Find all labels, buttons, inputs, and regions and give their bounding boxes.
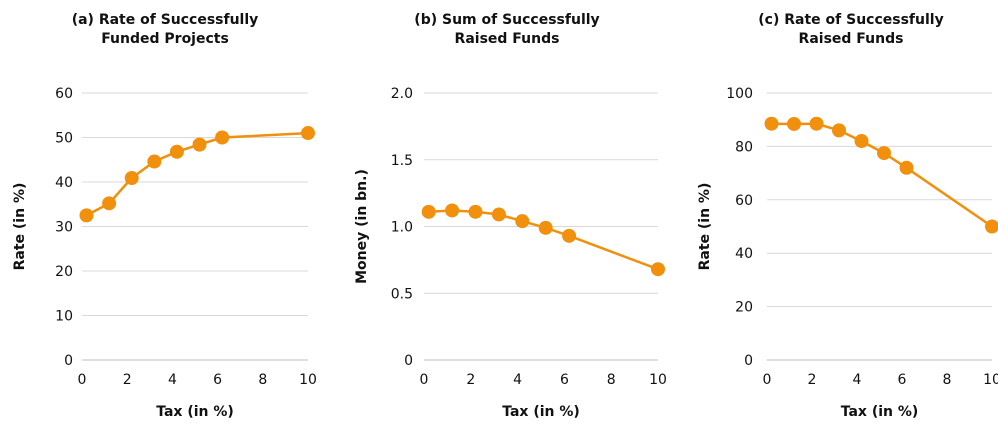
x-tick-label: 8 xyxy=(258,372,267,388)
x-tick-label: 2 xyxy=(466,372,475,388)
y-tick-label: 1.5 xyxy=(391,153,413,169)
data-point xyxy=(515,214,530,229)
x-axis-label: Tax (in %) xyxy=(156,404,234,420)
y-tick-label: 1.0 xyxy=(391,220,413,236)
data-point xyxy=(124,170,139,185)
x-tick-label: 6 xyxy=(213,372,222,388)
x-tick-label: 0 xyxy=(78,372,87,388)
chart-title-line: Funded Projects xyxy=(101,31,229,47)
x-tick-label: 10 xyxy=(649,372,667,388)
data-point xyxy=(301,126,315,141)
y-tick-label: 50 xyxy=(55,131,73,147)
data-point xyxy=(468,204,483,219)
data-point xyxy=(102,196,117,211)
x-axis-label: Tax (in %) xyxy=(841,404,919,420)
series-line xyxy=(428,209,659,271)
y-tick-label: 0 xyxy=(744,353,753,369)
data-point xyxy=(985,219,998,234)
y-tick-label: 30 xyxy=(55,220,73,236)
x-axis-label: Tax (in %) xyxy=(502,404,580,420)
y-tick-label: 100 xyxy=(726,86,753,102)
chart-title-line: Raised Funds xyxy=(455,31,560,47)
data-point xyxy=(147,154,162,169)
y-tick-label: 0 xyxy=(64,353,73,369)
data-point xyxy=(764,116,779,131)
x-tick-label: 8 xyxy=(607,372,616,388)
data-point xyxy=(562,228,577,243)
data-point xyxy=(192,137,207,152)
data-point xyxy=(421,204,436,219)
y-tick-label: 2.0 xyxy=(391,86,413,102)
y-tick-label: 20 xyxy=(55,264,73,280)
chart-title-line: (c) Rate of Successfully xyxy=(758,12,943,28)
x-tick-label: 4 xyxy=(853,372,862,388)
data-point xyxy=(651,262,665,277)
y-axis-label: Money (in bn.) xyxy=(354,169,370,284)
x-tick-label: 0 xyxy=(420,372,429,388)
data-point xyxy=(832,123,846,138)
y-axis-label: Rate (in %) xyxy=(12,183,28,271)
data-point xyxy=(854,134,869,149)
chart-title-line: (a) Rate of Successfully xyxy=(72,12,259,28)
x-tick-label: 10 xyxy=(299,372,317,388)
chart-title-line: (b) Sum of Successfully xyxy=(414,12,599,28)
x-tick-label: 0 xyxy=(763,372,772,388)
data-point xyxy=(538,220,553,235)
y-tick-label: 40 xyxy=(735,246,753,262)
y-tick-label: 40 xyxy=(55,175,73,191)
x-tick-label: 4 xyxy=(513,372,522,388)
y-axis-label: Rate (in %) xyxy=(697,183,713,271)
chart-1: (b) Sum of Successfully Raised Funds 0 0.5 1… xyxy=(354,12,667,420)
data-point xyxy=(215,130,230,145)
y-tick-label: 0 xyxy=(404,353,413,369)
x-tick-label: 6 xyxy=(560,372,569,388)
y-tick-label: 20 xyxy=(735,300,753,316)
x-tick-label: 2 xyxy=(123,372,132,388)
data-point xyxy=(809,116,824,131)
x-tick-label: 8 xyxy=(943,372,952,388)
chart-title-line: Raised Funds xyxy=(799,31,904,47)
series-line xyxy=(771,122,993,228)
x-tick-label: 10 xyxy=(983,372,998,388)
y-tick-label: 80 xyxy=(735,139,753,155)
chart-0: (a) Rate of Successfully Funded Projects 0… xyxy=(12,12,317,420)
data-point xyxy=(79,208,94,223)
data-point xyxy=(169,144,184,159)
data-point xyxy=(877,146,891,161)
y-tick-label: 10 xyxy=(55,309,73,325)
data-point xyxy=(445,203,460,218)
y-tick-label: 60 xyxy=(55,86,73,102)
y-tick-label: 0.5 xyxy=(391,286,413,302)
data-point xyxy=(899,160,914,175)
data-point xyxy=(491,207,506,222)
x-tick-label: 6 xyxy=(898,372,907,388)
y-tick-label: 60 xyxy=(735,193,753,209)
x-tick-label: 4 xyxy=(168,372,177,388)
x-tick-label: 2 xyxy=(808,372,817,388)
data-point xyxy=(787,116,801,131)
